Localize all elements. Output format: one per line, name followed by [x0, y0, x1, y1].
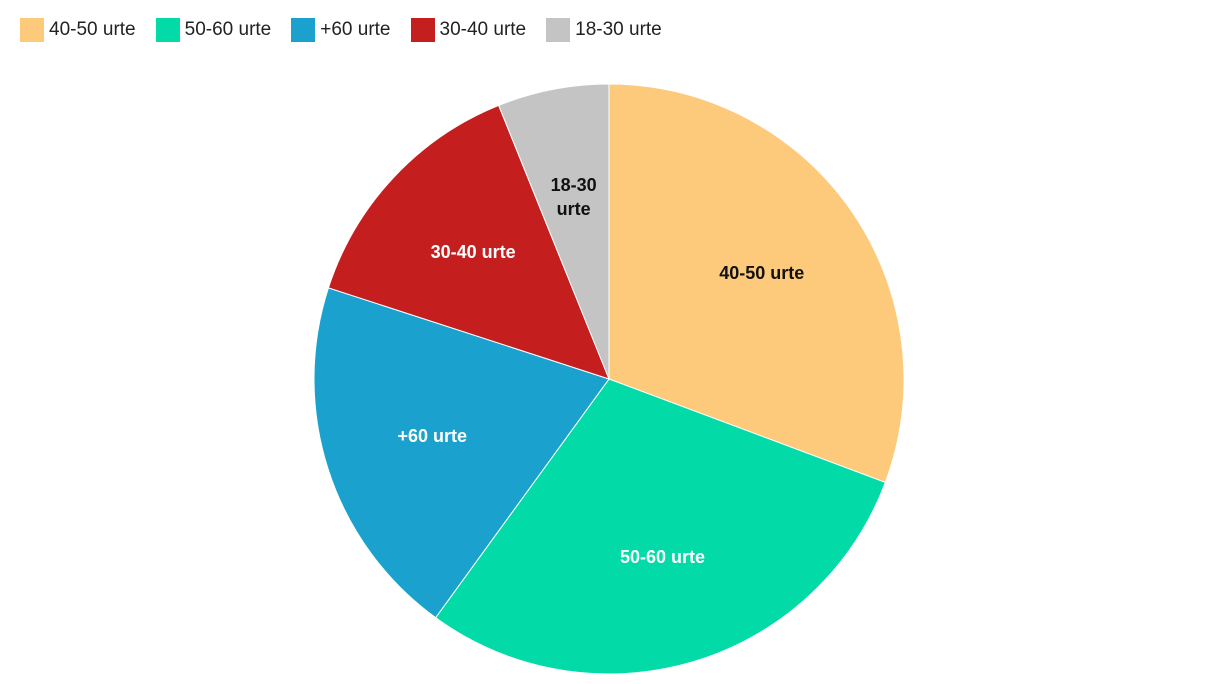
legend-label: 40-50 urte: [49, 19, 136, 40]
legend-item: +60 urte: [291, 18, 391, 42]
legend-swatch: [546, 18, 571, 42]
pie-slice: [313, 287, 610, 619]
slice-label: 30-40 urte: [430, 242, 516, 263]
legend-item: 30-40 urte: [410, 18, 527, 42]
legend-label: +60 urte: [320, 19, 391, 40]
pie-slice: [327, 104, 610, 380]
legend-item: 50-60 urte: [155, 18, 272, 42]
legend: 40-50 urte 50-60 urte +60 urte 30-40 urte 18…: [20, 18, 662, 42]
legend-swatch: [291, 18, 316, 42]
slice-label: +60 urte: [397, 426, 468, 447]
legend-label: 18-30 urte: [575, 19, 662, 40]
slice-label: 18-30 urte: [550, 174, 597, 219]
legend-swatch: [20, 18, 44, 42]
legend-swatch: [410, 18, 435, 42]
legend-swatch: [155, 18, 180, 42]
legend-label: 30-40 urte: [439, 19, 527, 40]
legend-item: 18-30 urte: [546, 18, 662, 42]
legend-label: 50-60 urte: [184, 19, 272, 40]
pie-slice: [498, 83, 610, 380]
slice-label: 50-60 urte: [619, 546, 706, 567]
slice-label: 40-50 urte: [719, 263, 805, 284]
pie-slice: [608, 83, 905, 484]
pie-slice: [434, 378, 886, 675]
legend-item: 40-50 urte: [20, 18, 136, 42]
